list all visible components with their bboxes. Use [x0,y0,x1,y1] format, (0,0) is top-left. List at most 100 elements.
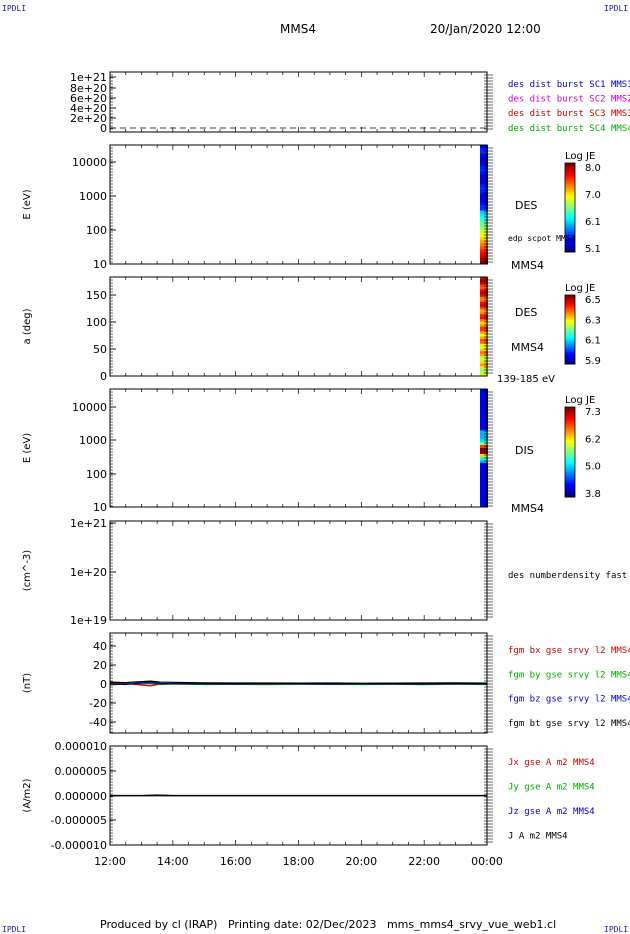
colorbar-cell [565,305,575,308]
spectrogram-cell [480,281,488,285]
spectrogram-cell [480,306,488,310]
spectrogram-cell [480,351,488,355]
colorbar-cell [565,200,575,204]
panel-2-colorbar [564,162,576,253]
spectrogram-cell [480,168,488,173]
colorbar-cell [565,308,575,312]
spectrogram-cell [480,361,488,365]
colorbar-cell [565,176,575,180]
x-tick-label: 20:00 [345,855,377,868]
panel-6-y-axis-label: (nT) [22,673,33,693]
spectrogram-cell [480,225,488,229]
spectrogram-cell [480,156,488,161]
colorbar-cell [565,461,575,464]
colorbar-cell [565,225,575,229]
spectrogram-cell [480,371,488,375]
colorbar-cell [565,346,575,349]
spectrogram-cell [480,198,488,203]
colorbar-tick-label: 6.5 [585,295,601,306]
colorbar-cell [565,431,575,435]
spectrogram-cell [480,453,488,458]
colorbar-frame [564,294,576,365]
spectrogram-cell [480,195,488,200]
colorbar-cell [565,341,575,344]
panel-1 [109,71,493,133]
panel-2-spectrogram [480,145,488,265]
y-tick-label: 50 [93,343,107,356]
y-tick-label: 1e+20 [70,566,107,579]
corner-label-bottom-right: IPDLI [604,925,629,934]
legend-entry: fgm bt gse srvy l2 MMS4 [508,719,630,729]
panel-3-spacecraft-label: MMS4 [511,341,544,354]
footer-credit: Produced by cl (IRAP) Printing date: 02/… [100,918,557,931]
spectrogram-cell [480,433,488,437]
panel-3-instrument-label: DES [515,306,537,319]
spectrogram-cell [480,468,488,473]
colorbar-cell [565,187,575,191]
colorbar-cell [565,310,575,313]
colorbar-cell [565,247,575,251]
colorbar-cell [565,295,575,298]
colorbar-cell [565,163,575,166]
colorbar-cell [565,169,575,173]
spectrogram-cell [480,286,488,290]
panel-6-lines [109,680,488,687]
colorbar-cell [565,411,575,415]
colorbar-cell [565,465,575,469]
panel-3-colorbar [564,294,576,365]
panel-3-frame [109,276,488,377]
spectrogram-cell [480,450,488,455]
legend-entry: Jx gse A m2 MMS4 [508,758,595,768]
y-tick-label: 0.000010 [55,740,108,753]
colorbar-cell [565,481,575,484]
colorbar-cell [565,485,575,489]
y-tick-label: 10 [93,258,107,271]
spectrogram-cell [480,145,488,149]
spectrogram-cell [480,219,488,223]
spectrogram-cell [480,324,488,327]
colorbar-cell [565,196,575,200]
colorbar-cell [565,329,575,332]
y-tick-label: 40 [93,640,107,653]
colorbar-tick-label: 6.1 [585,217,601,228]
colorbar-cell [565,418,575,421]
spectrogram-cell [480,346,488,350]
colorbar-cell [565,452,575,455]
colorbar-cell [565,322,575,325]
series-line [110,794,487,797]
colorbar-cell [565,203,575,206]
spectrogram-cell [480,412,488,417]
colorbar-tick-label: 6.1 [585,336,601,347]
panel-5-minor-ticks [109,521,493,620]
x-tick-label: 22:00 [408,855,440,868]
colorbar-tick-label: 7.0 [585,190,601,201]
y-tick-label: 10 [93,501,107,514]
colorbar-cell [565,357,575,360]
y-tick-label: -40 [89,716,107,729]
spectrogram-cell [480,255,488,259]
spacecraft-title: MMS4 [280,22,316,36]
y-tick-label: 0 [100,370,107,383]
colorbar-cell [565,245,575,249]
colorbar-cell [565,339,575,343]
colorbar-cell [565,443,575,446]
x-tick-label: 12:00 [94,855,126,868]
spectrogram-cell [480,246,488,250]
colorbar-cell [565,185,575,188]
spectrogram-cell [480,328,488,332]
spectrogram-cell [480,240,488,244]
colorbar-cell [565,180,575,184]
spectrogram-cell [480,183,488,188]
spectrogram-cell [480,338,488,342]
colorbar-cell [565,334,575,337]
colorbar-cell [565,362,575,365]
colorbar-cell [565,360,575,363]
colorbar-cell [565,218,575,222]
colorbar-tick-label: 5.0 [585,462,601,473]
colorbar-cell [565,236,575,240]
x-tick-label: 14:00 [157,855,189,868]
colorbar-cell [565,189,575,193]
y-tick-label: 6e+20 [70,92,107,105]
spectrogram-cell [480,171,488,176]
